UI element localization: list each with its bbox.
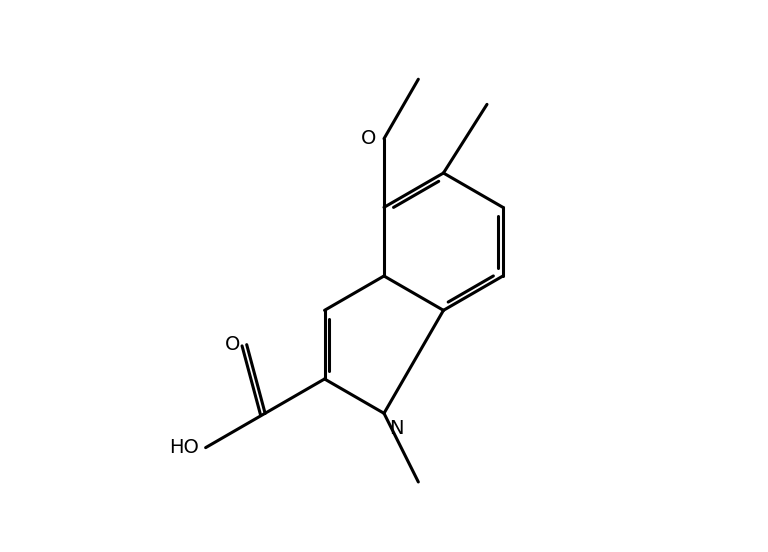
Text: N: N	[389, 419, 404, 438]
Text: HO: HO	[169, 438, 199, 457]
Text: O: O	[224, 335, 240, 354]
Text: O: O	[360, 129, 376, 148]
